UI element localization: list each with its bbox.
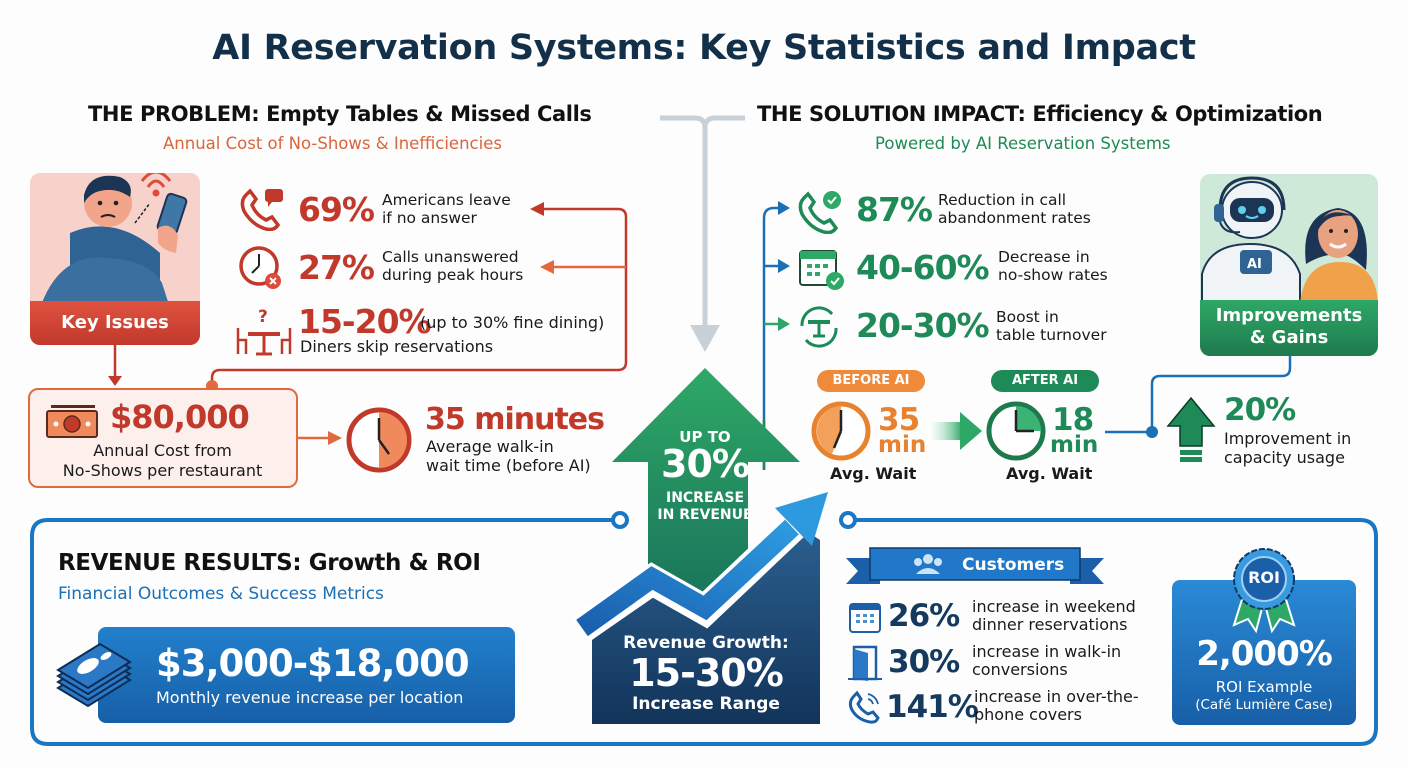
growth-sub: Increase Range [632,694,780,714]
wait-line2: wait time (before AI) [426,456,591,475]
phone-message-icon [238,187,284,232]
key-issues-label: Key Issues [61,312,169,333]
stat-line2: abandonment rates [938,209,1091,227]
money-bill-icon [45,403,101,439]
before-value: 35 [878,402,920,438]
revenue-subheading: Financial Outcomes & Success Metrics [58,584,384,604]
monthly-revenue-card [98,627,515,723]
after-ai-pill: AFTER AI [991,370,1099,392]
clock-half-icon [345,406,413,474]
arrow-line2: INCREASE [665,490,745,506]
stat-value: 87% [856,190,933,229]
arrow-value: 30% [661,442,750,486]
stat-suffix: (up to 30% fine dining) [420,313,605,332]
solution-heading: THE SOLUTION IMPACT: Efficiency & Optimi… [757,102,1323,126]
stat-line1: Americans leave [382,191,511,209]
improvements-label-1: Improvements [1215,305,1363,326]
clock-x-icon [238,245,284,291]
roi-value: 2,000% [1196,634,1333,674]
phone-check-icon [796,190,842,235]
table-cycle-icon [796,304,842,350]
arrow-line3: IN REVENUE [657,507,753,523]
stat-value: 40-60% [856,248,990,287]
page-title: AI Reservation Systems: Key Statistics a… [212,28,1196,68]
improvements-label-2: & Gains [1249,327,1329,348]
stat-value: 15-20% [298,302,432,341]
customer-line1: increase in walk-in [972,642,1122,661]
stat-line2: during peak hours [382,266,524,284]
clock-after-icon [985,400,1047,462]
improvements-card: AI Improvements & Gains [1200,174,1378,356]
capacity-line1: Improvement in [1224,429,1352,448]
stat-line1: Calls unanswered [382,248,519,266]
customer-line1: increase in weekend [972,597,1136,616]
calendar-check-icon [798,246,846,292]
wait-value: 35 minutes [425,402,605,437]
revenue-heading: REVENUE RESULTS: Growth & ROI [58,550,481,576]
stat-line2: table turnover [996,326,1107,344]
stat-line1: Reduction in call [938,191,1067,209]
customer-value: 26% [888,598,960,634]
cost-line1: Annual Cost from [93,441,232,460]
problem-subheading: Annual Cost of No-Shows & Inefficiencies [163,134,502,153]
arrow-line1: UP TO [679,428,731,446]
cost-line2: No-Shows per restaurant [62,461,263,480]
svg-text:AI: AI [1247,257,1262,272]
customer-line2: conversions [972,660,1068,679]
customer-value: 141% [886,689,979,725]
phone-ringing-icon [848,690,882,724]
before-unit: min [878,432,927,458]
customers-banner [846,547,1104,584]
svg-text:?: ? [258,307,268,327]
problem-heading: THE PROBLEM: Empty Tables & Missed Calls [88,102,592,126]
stat-value: 27% [298,248,375,287]
roi-ribbon-icon [1232,548,1296,634]
stat-line2: no-show rates [998,266,1108,284]
before-ai-pill: BEFORE AI [817,370,925,392]
roi-label: ROI Example [1215,678,1313,696]
customer-value: 30% [888,644,960,680]
stat-line1: Decrease in [998,248,1090,266]
robot-and-person-icon: AI [1201,176,1378,305]
stressed-person-icon [40,173,188,308]
monthly-value: $3,000-$18,000 [156,642,470,685]
after-value: 18 [1052,402,1094,438]
capacity-line2: capacity usage [1224,448,1345,467]
capacity-value: 20% [1224,392,1296,428]
empty-table-icon: ? [234,306,294,356]
roi-badge-label: ROI [1248,568,1280,587]
cash-stack-icon [54,640,134,712]
solution-subheading: Powered by AI Reservation Systems [875,134,1171,153]
cost-value: $80,000 [110,398,250,436]
annual-cost-card: $80,000 Annual Cost from No-Shows per re… [28,388,298,488]
after-label: Avg. Wait [1006,464,1093,483]
stat-value: 69% [298,190,375,229]
up-arrow-icon [1166,396,1216,462]
clock-before-icon [810,400,872,462]
customer-line2: dinner reservations [972,615,1128,634]
calendar-icon [848,600,882,634]
roi-case: (Café Lumière Case) [1195,697,1333,713]
key-issues-card: Key Issues [30,173,200,345]
before-label: Avg. Wait [830,464,917,483]
growth-value: 15-30% [629,651,784,695]
door-icon [848,645,882,681]
customer-line1: increase in over-the- [974,687,1139,706]
stat-value: 20-30% [856,306,990,345]
customers-label: Customers [962,555,1065,575]
stat-line2: if no answer [382,209,477,227]
customer-line2: phone covers [974,705,1082,724]
monthly-label: Monthly revenue increase per location [156,688,464,707]
stat-line2: Diners skip reservations [300,337,494,356]
stat-line1: Boost in [996,308,1059,326]
wait-line1: Average walk-in [426,437,554,456]
after-unit: min [1050,432,1099,458]
growth-label: Revenue Growth: [623,633,789,653]
